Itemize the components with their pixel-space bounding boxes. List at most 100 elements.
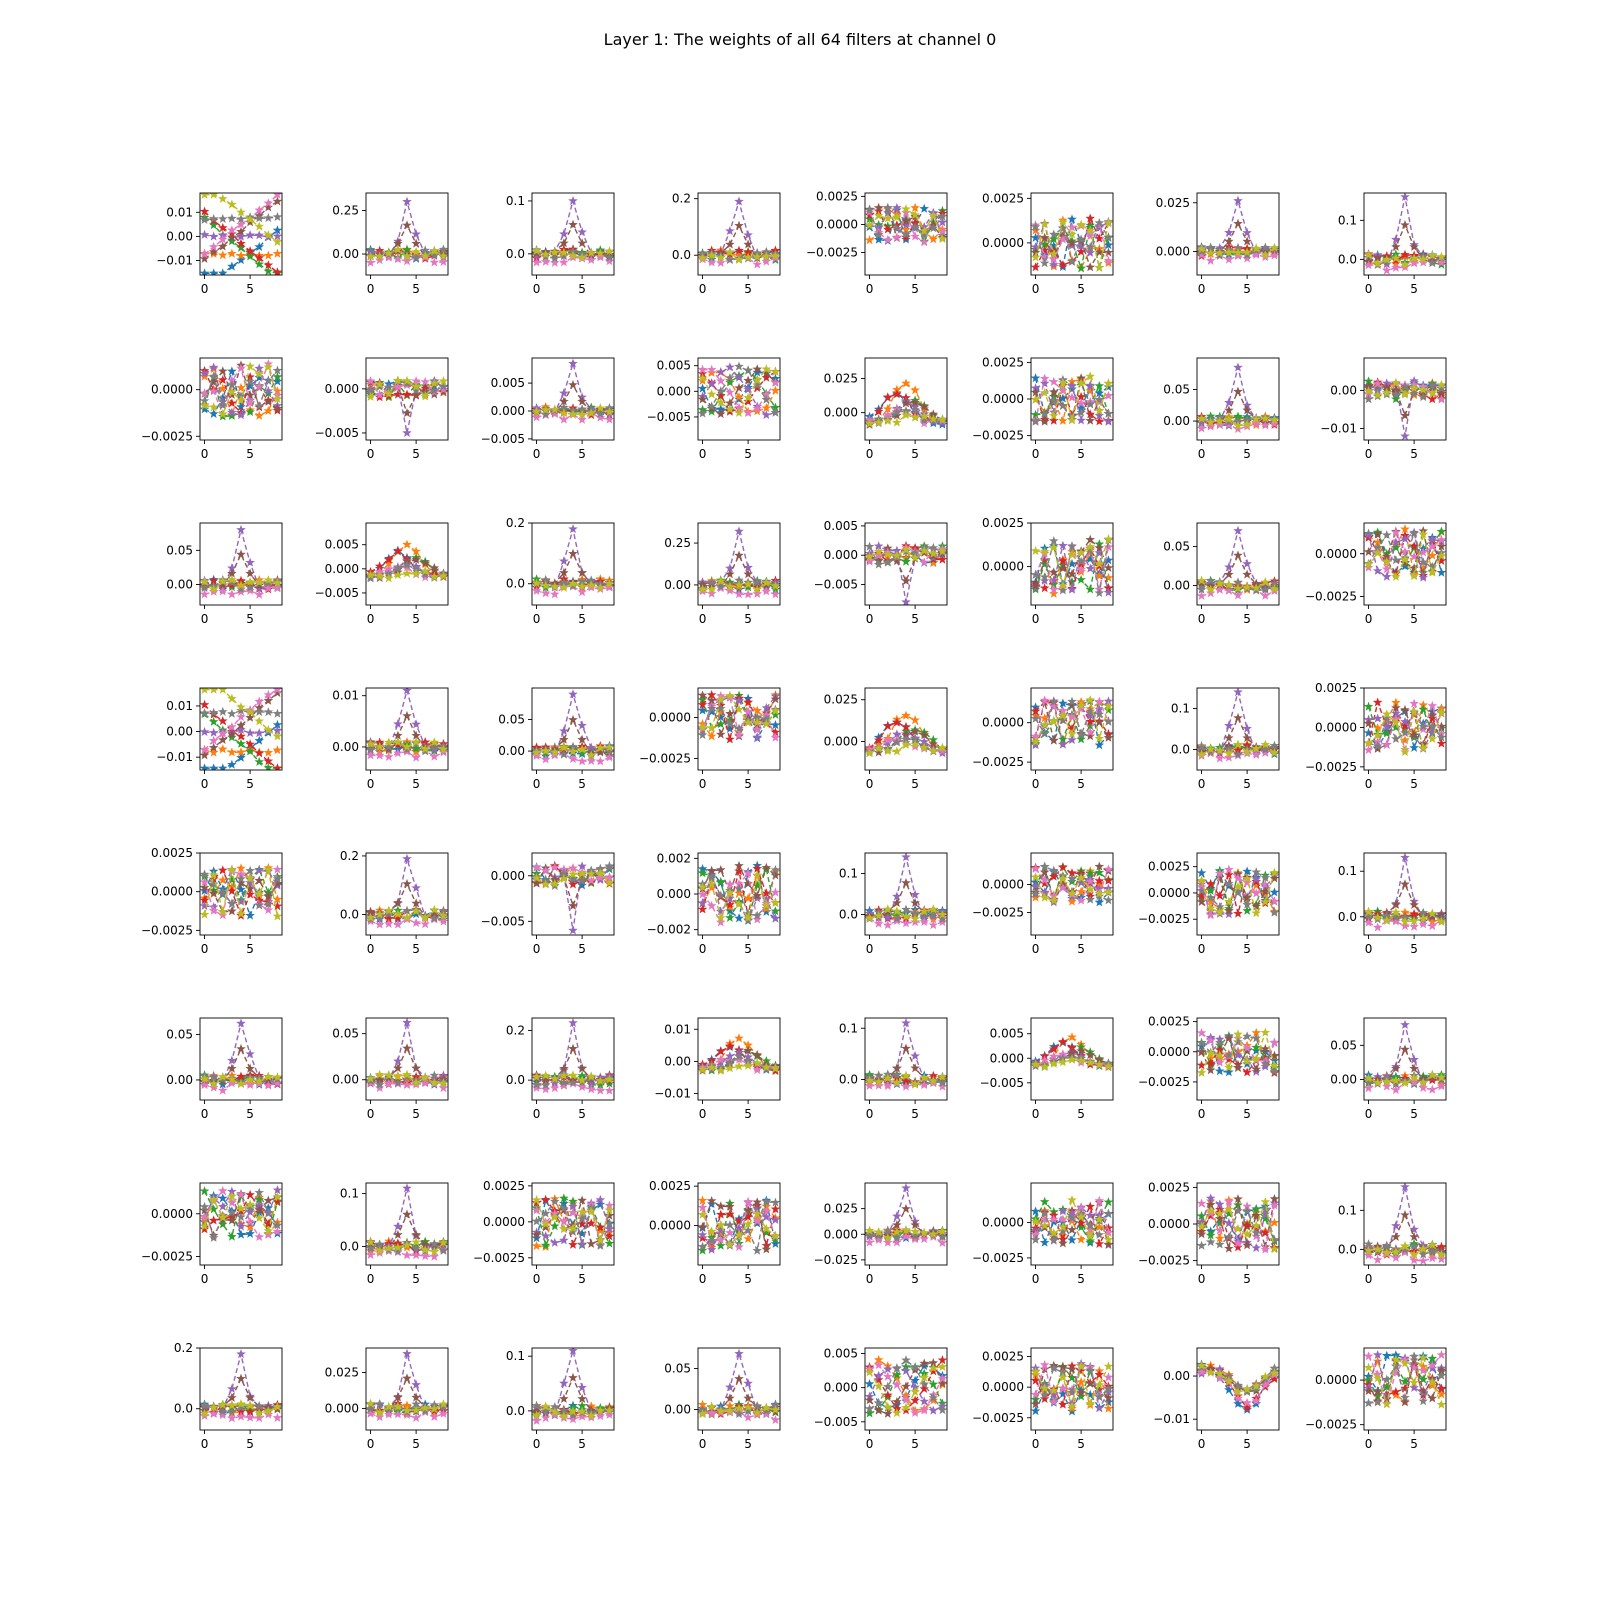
data-point (227, 398, 237, 408)
data-point (1364, 529, 1374, 539)
data-point (725, 723, 735, 733)
data-point (1224, 417, 1234, 427)
data-point (393, 748, 403, 758)
plot-area (1197, 864, 1279, 920)
data-point (1094, 416, 1105, 426)
data-point (595, 1085, 606, 1095)
data-point (200, 368, 210, 378)
data-point (200, 885, 210, 895)
data-point (218, 268, 228, 275)
y-tick-label: 0.000 (1156, 245, 1190, 259)
data-point (402, 853, 412, 863)
data-point (1418, 743, 1428, 753)
data-point (1058, 705, 1068, 715)
data-point (1391, 697, 1401, 707)
data-point (272, 1191, 282, 1201)
x-tick-label: 5 (744, 612, 752, 626)
data-point (883, 392, 893, 402)
series-line (702, 553, 776, 588)
data-point (761, 251, 772, 261)
data-point (550, 1078, 560, 1088)
data-point (1382, 910, 1392, 920)
data-point (208, 408, 219, 418)
data-point (873, 735, 884, 745)
data-point (236, 705, 246, 715)
data-point (752, 870, 762, 880)
data-point (1039, 387, 1050, 397)
data-point (559, 1080, 569, 1090)
x-tick-label: 0 (1198, 1107, 1206, 1121)
data-point (743, 230, 753, 240)
data-point (770, 694, 780, 704)
data-point (236, 1071, 246, 1081)
data-point (245, 390, 255, 400)
data-point (761, 364, 772, 374)
data-point (698, 408, 708, 418)
data-point (272, 393, 282, 404)
data-point (937, 546, 947, 556)
data-point (1260, 590, 1271, 600)
data-point (883, 409, 893, 419)
data-point (577, 396, 587, 406)
data-point (734, 407, 744, 417)
data-point (200, 1073, 210, 1084)
data-point (1242, 1067, 1252, 1077)
data-point (1031, 545, 1041, 556)
data-point (1427, 380, 1438, 391)
data-point (263, 905, 274, 915)
data-point (200, 253, 210, 263)
data-point (1103, 864, 1113, 874)
data-point (208, 1078, 219, 1089)
data-point (1260, 577, 1271, 587)
data-point (420, 566, 430, 576)
data-point (770, 870, 780, 880)
data-point (272, 745, 282, 755)
data-point (901, 853, 911, 862)
data-point (928, 904, 939, 914)
series-line (702, 369, 777, 413)
data-point (420, 919, 430, 929)
data-point (706, 364, 717, 374)
x-tick-label: 0 (533, 282, 541, 296)
plot-area (1364, 853, 1446, 932)
data-point (892, 891, 902, 901)
data-point (1085, 894, 1095, 904)
data-point (716, 404, 726, 414)
data-point (1031, 247, 1041, 257)
subplot: 0 50.050.00 (1163, 357, 1280, 461)
data-point (254, 369, 264, 379)
data-point (901, 204, 911, 214)
data-point (604, 407, 614, 417)
data-point (1094, 704, 1105, 714)
data-point (725, 899, 735, 909)
data-point (200, 877, 210, 887)
data-point (595, 412, 606, 422)
x-tick-label: 5 (744, 942, 752, 956)
data-point (1418, 254, 1428, 264)
data-point (1039, 258, 1050, 268)
data-point (208, 193, 219, 199)
y-tick-label: 0.0 (839, 908, 858, 922)
data-point (716, 912, 726, 922)
data-point (1076, 700, 1086, 710)
data-point (770, 720, 780, 730)
x-tick-label: 0 (866, 777, 874, 791)
data-point (734, 575, 744, 585)
y-tick-label: −0.0025 (972, 429, 1024, 443)
data-point (1039, 251, 1050, 261)
data-point (1427, 561, 1438, 571)
y-tick-label: 0.2 (340, 849, 359, 863)
y-tick-label: −0.01 (156, 750, 193, 764)
data-point (1224, 896, 1234, 906)
data-point (366, 251, 376, 261)
plot-area (200, 1185, 282, 1242)
data-point (734, 1033, 744, 1043)
data-point (236, 747, 246, 757)
y-tick-label: 0.05 (498, 713, 525, 727)
data-point (752, 717, 762, 727)
subplot: 0 50.0000−0.0025 (141, 1182, 283, 1286)
y-tick-label: −0.005 (315, 426, 359, 440)
data-point (1031, 892, 1041, 902)
data-point (393, 909, 403, 919)
